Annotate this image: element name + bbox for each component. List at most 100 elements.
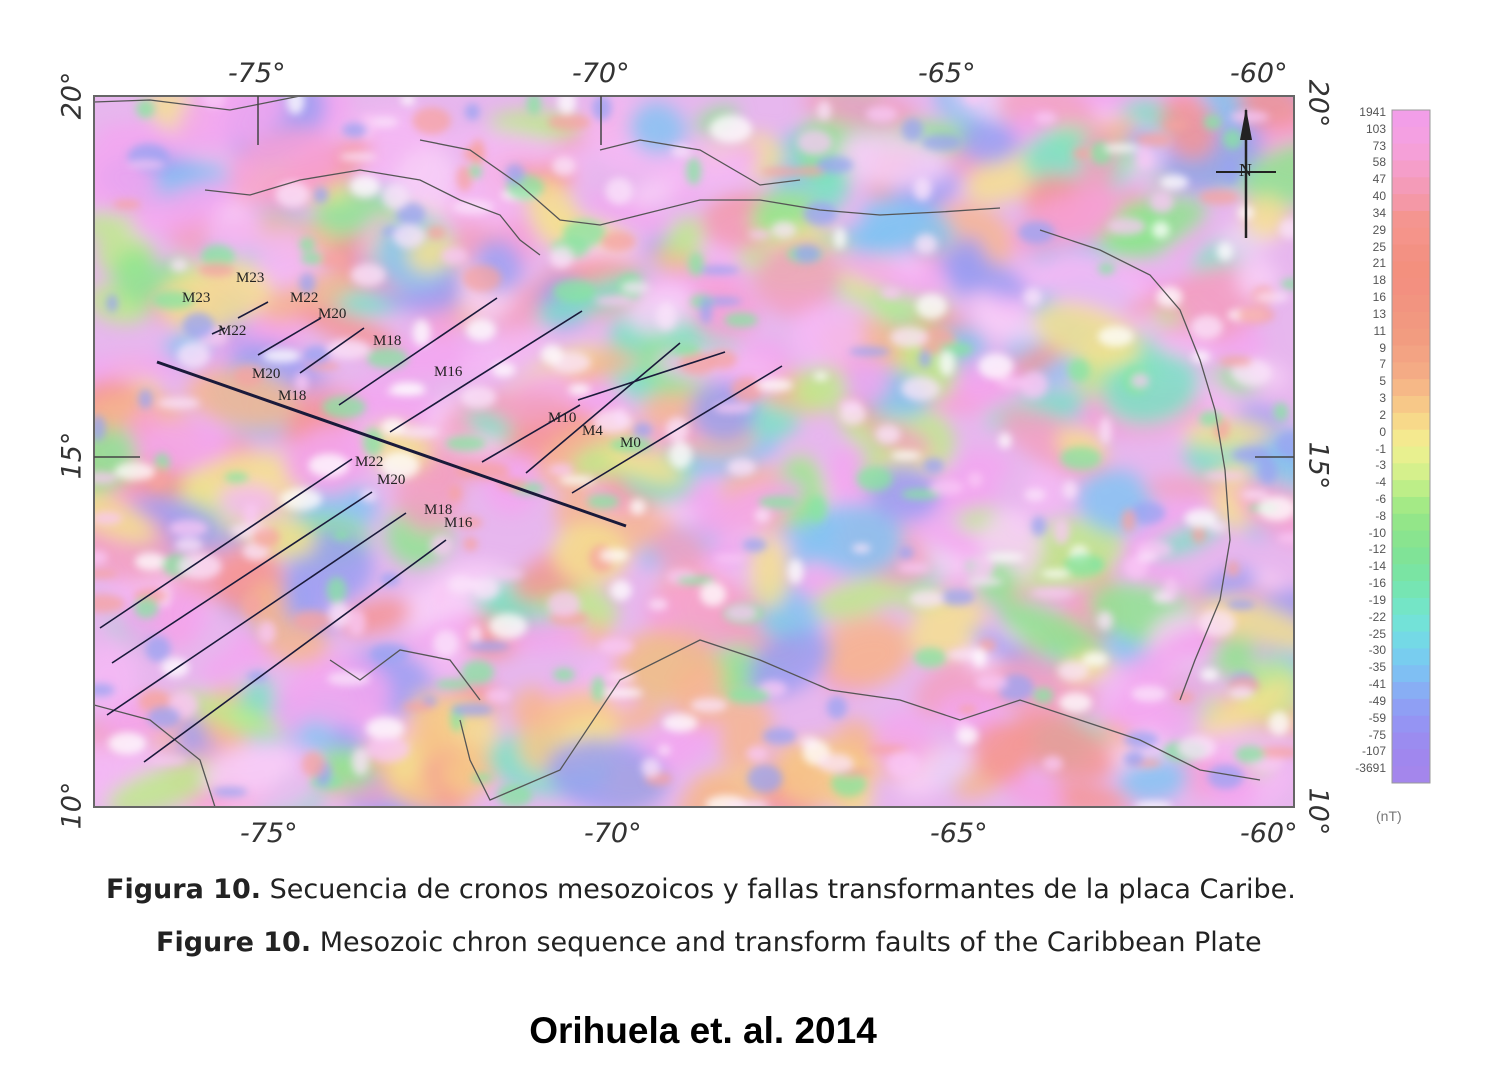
- anomaly-blob-fine: [547, 114, 591, 131]
- anomaly-blob-fine: [1277, 532, 1294, 544]
- colorbar-swatch: [1392, 194, 1430, 212]
- chron-label: M22: [218, 323, 247, 339]
- anomaly-blob-fine: [94, 415, 106, 442]
- anomaly-blob-fine: [724, 312, 758, 328]
- anomaly-blob-fine: [923, 457, 944, 474]
- anomaly-blob-fine: [856, 466, 893, 491]
- anomaly-blob-fine: [471, 773, 493, 783]
- anomaly-blob: [958, 120, 1019, 164]
- colorbar-label: -41: [1368, 677, 1386, 692]
- colorbar-swatch: [1392, 227, 1430, 246]
- anomaly-blob-fine: [148, 756, 188, 765]
- anomaly-blob-fine: [700, 296, 713, 324]
- anomaly-blob-fine: [244, 594, 262, 618]
- anomaly-blob-fine: [746, 746, 768, 762]
- anomaly-blob-fine: [114, 462, 155, 481]
- anomaly-blob: [828, 249, 946, 303]
- anomaly-blob-fine: [1235, 745, 1265, 763]
- anomaly-blob-fine: [607, 671, 636, 682]
- anomaly-blob: [483, 391, 569, 426]
- anomaly-blob-fine: [921, 134, 961, 151]
- anomaly-blob-fine: [548, 463, 574, 476]
- anomaly-blob-fine: [748, 230, 771, 239]
- lat-tick-right-10: 10°: [1302, 787, 1334, 836]
- anomaly-blob-fine: [161, 658, 190, 678]
- anomaly-blob: [202, 743, 295, 796]
- colorbar-label: 21: [1372, 256, 1386, 271]
- colorbar-label: -16: [1368, 576, 1386, 591]
- lon-tick-top-65: -65°: [918, 58, 976, 89]
- colorbar-label: 25: [1372, 239, 1386, 254]
- anomaly-blob-fine: [435, 679, 471, 690]
- anomaly-blob-fine: [1124, 731, 1159, 749]
- anomaly-blob-fine: [1067, 359, 1090, 382]
- anomaly-blob-fine: [914, 647, 947, 668]
- colorbar-swatch: [1392, 311, 1430, 330]
- colorbar-swatch: [1392, 547, 1430, 565]
- chron-label: M4: [582, 423, 603, 439]
- north-arrow: [1216, 108, 1276, 238]
- anomaly-blob-fine: [1152, 590, 1172, 604]
- anomaly-blob-fine: [727, 687, 771, 704]
- anomaly-blob: [896, 746, 976, 797]
- credit: Orihuela et. al. 2014: [529, 1010, 877, 1051]
- anomaly-blob-fine: [967, 471, 983, 488]
- anomaly-blob-fine: [1060, 446, 1102, 470]
- anomaly-blob-fine: [301, 751, 325, 777]
- anomaly-blob-fine: [201, 244, 235, 269]
- anomaly-blob-fine: [756, 378, 793, 392]
- anomaly-blob-fine: [126, 160, 165, 169]
- colorbar-label: 3: [1379, 391, 1386, 406]
- anomaly-blob: [751, 186, 815, 237]
- anomaly-blob-fine: [898, 562, 930, 574]
- anomaly-blob: [956, 449, 1012, 480]
- anomaly-blob: [605, 441, 684, 486]
- fault-line: [257, 317, 322, 356]
- anomaly-blob: [909, 595, 985, 660]
- anomaly-blob: [465, 409, 514, 440]
- anomaly-blob-fine: [366, 717, 405, 740]
- fault-line: [525, 342, 681, 474]
- anomaly-blob-fine: [629, 498, 646, 515]
- colorbar-label: 13: [1372, 306, 1386, 321]
- anomaly-blob-fine: [998, 432, 1012, 449]
- anomaly-blob-fine: [1091, 557, 1104, 572]
- anomaly-blob-fine: [491, 362, 516, 377]
- anomaly-blob-fine: [1059, 692, 1092, 713]
- anomaly-blob-fine: [342, 122, 368, 138]
- colorbar-label: -14: [1368, 559, 1386, 574]
- lon-tick-top-60: -60°: [1230, 58, 1288, 89]
- anomaly-blob-fine: [794, 245, 821, 263]
- anomaly-blob-fine: [1151, 221, 1170, 239]
- anomaly-blob-fine: [553, 667, 575, 682]
- colorbar-swatch: [1392, 480, 1430, 498]
- anomaly-blob: [1143, 476, 1229, 498]
- anomaly-blob-fine: [973, 648, 987, 668]
- anomaly-blob-fine: [212, 786, 248, 797]
- colorbar-swatch: [1392, 732, 1430, 750]
- anomaly-blob-fine: [901, 488, 942, 500]
- anomaly-blob-fine: [685, 157, 702, 185]
- anomaly-blob-fine: [396, 426, 440, 438]
- lat-tick-left-15: 15°: [56, 431, 88, 480]
- lon-tick-bottom-60: -60°: [1240, 818, 1298, 849]
- anomaly-blob-fine: [978, 353, 1014, 380]
- anomaly-blob-fine: [669, 441, 693, 469]
- anomaly-blob-fine: [328, 602, 350, 628]
- anomaly-blob-fine: [1064, 553, 1103, 577]
- anomaly-blob-fine: [816, 156, 854, 174]
- anomaly-blob-fine: [865, 745, 908, 755]
- anomaly-blob-fine: [1172, 692, 1195, 703]
- anomaly-blob-fine: [1097, 326, 1134, 347]
- anomaly-blob-fine: [1150, 192, 1174, 214]
- colorbar-swatch: [1392, 379, 1430, 397]
- anomaly-blob-fine: [275, 181, 310, 208]
- anomaly-blob-fine: [465, 318, 496, 341]
- anomaly-blob-fine: [496, 783, 533, 807]
- fault-line: [237, 301, 269, 319]
- colorbar-label: -19: [1368, 592, 1386, 607]
- anomaly-blob-fine: [621, 281, 650, 294]
- anomaly-blob-fine: [1107, 217, 1146, 236]
- caption-spanish-prefix: Figura 10.: [106, 874, 262, 905]
